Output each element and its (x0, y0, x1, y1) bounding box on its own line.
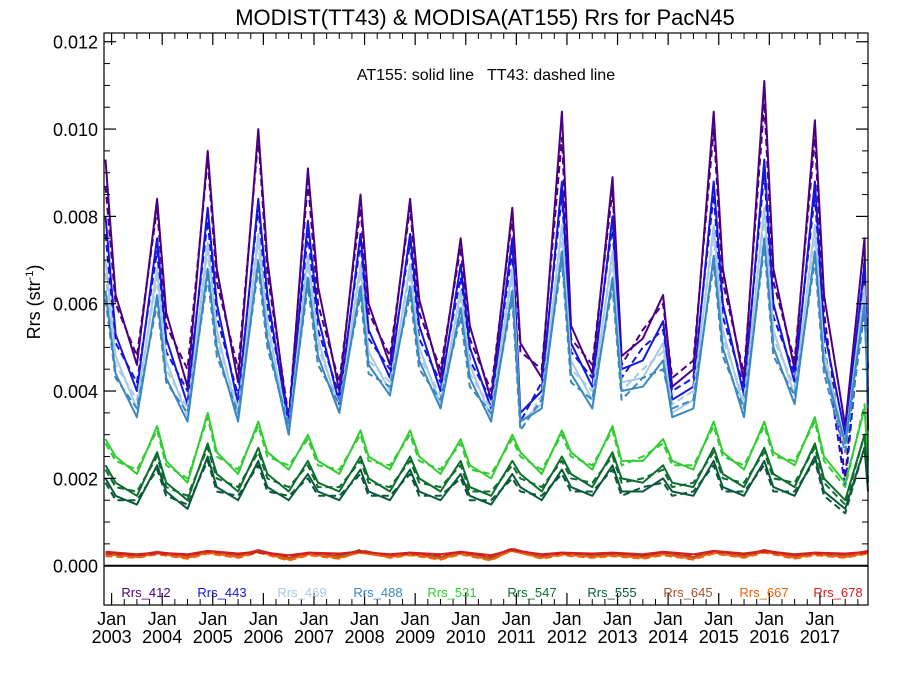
x-tick-month-label: Jan (502, 609, 531, 629)
axes: 0.0000.0020.0040.0060.0080.0100.012Jan20… (53, 32, 869, 647)
legend-item-Rrs_531: Rrs_531 (427, 585, 476, 600)
series-Rrs_667-solid-line (105, 549, 869, 561)
y-tick-label: 0.004 (53, 382, 98, 402)
y-axis-label-text: Rrs (str (24, 280, 44, 339)
x-tick-year-label: 2010 (446, 627, 486, 647)
y-tick-label: 0.008 (53, 207, 98, 227)
x-tick-month-label: Jan (249, 609, 278, 629)
y-tick-label: 0.006 (53, 295, 98, 315)
x-tick-month-label: Jan (97, 609, 126, 629)
series-Rrs_547-solid-line (104, 433, 869, 502)
series-Rrs_531-solid-line (104, 407, 869, 484)
x-tick-month-label: Jan (350, 609, 379, 629)
x-tick-year-label: 2016 (749, 627, 789, 647)
x-tick-year-label: 2007 (294, 627, 334, 647)
series-Rrs_555-dashed-line (104, 446, 869, 515)
x-tick-month-label: Jan (552, 609, 581, 629)
y-axis-label: Rrs (str-1) (24, 265, 44, 340)
legend-item-Rrs_443: Rrs_443 (197, 585, 246, 600)
x-tick-month-label: Jan (198, 609, 227, 629)
legend-item-Rrs_547: Rrs_547 (507, 585, 556, 600)
x-tick-year-label: 2009 (395, 627, 435, 647)
x-tick-year-label: 2003 (92, 627, 132, 647)
x-tick-month-label: Jan (401, 609, 430, 629)
plot-frame (103, 32, 869, 606)
legend-item-Rrs_667: Rrs_667 (739, 585, 788, 600)
chart-title: MODIST(TT43) & MODISA(AT155) Rrs for Pac… (235, 5, 735, 30)
x-tick-year-label: 2011 (497, 627, 536, 647)
x-tick-month-label: Jan (299, 609, 328, 629)
y-tick-label: 0.000 (53, 557, 98, 577)
legend: Rrs_412 Rrs_443 Rrs_469 Rrs_488 Rrs_531 Rrs_5… (121, 585, 862, 600)
legend-item-Rrs_555: Rrs_555 (587, 585, 636, 600)
x-tick-year-label: 2008 (345, 627, 385, 647)
x-tick-year-label: 2014 (648, 627, 688, 647)
x-tick-month-label: Jan (755, 609, 784, 629)
x-tick-year-label: 2006 (243, 627, 283, 647)
x-tick-month-label: Jan (148, 609, 177, 629)
x-tick-month-label: Jan (704, 609, 733, 629)
x-tick-year-label: 2013 (598, 627, 638, 647)
plot-area (104, 80, 869, 567)
series-Rrs_412-solid-line (104, 80, 869, 431)
x-tick-month-label: Jan (603, 609, 632, 629)
x-tick-year-label: 2012 (547, 627, 587, 647)
legend-item-Rrs_645: Rrs_645 (663, 585, 712, 600)
y-tick-label: 0.012 (53, 33, 98, 53)
chart-annotation: AT155: solid line TT43: dashed line (357, 67, 615, 84)
legend-item-Rrs_469: Rrs_469 (277, 585, 326, 600)
legend-item-Rrs_412: Rrs_412 (121, 585, 170, 600)
x-tick-month-label: Jan (654, 609, 683, 629)
y-axis-label-close: ) (24, 265, 44, 271)
series-Rrs_678-solid-line (105, 549, 869, 557)
y-tick-label: 0.002 (53, 469, 98, 489)
x-tick-month-label: Jan (805, 609, 834, 629)
y-tick-label: 0.010 (53, 120, 98, 140)
legend-item-Rrs_488: Rrs_488 (353, 585, 402, 600)
x-tick-year-label: 2015 (699, 627, 739, 647)
x-tick-year-label: 2017 (800, 627, 840, 647)
x-tick-year-label: 2004 (142, 627, 182, 647)
x-tick-year-label: 2005 (193, 627, 233, 647)
series-Rrs_443-solid-line (104, 158, 869, 436)
legend-item-Rrs_678: Rrs_678 (813, 585, 862, 600)
series-Rrs_488-solid-line (104, 237, 869, 445)
y-axis-label-sup: -1 (24, 271, 36, 281)
x-tick-month-label: Jan (451, 609, 480, 629)
series-Rrs_555-solid-line (104, 446, 869, 510)
